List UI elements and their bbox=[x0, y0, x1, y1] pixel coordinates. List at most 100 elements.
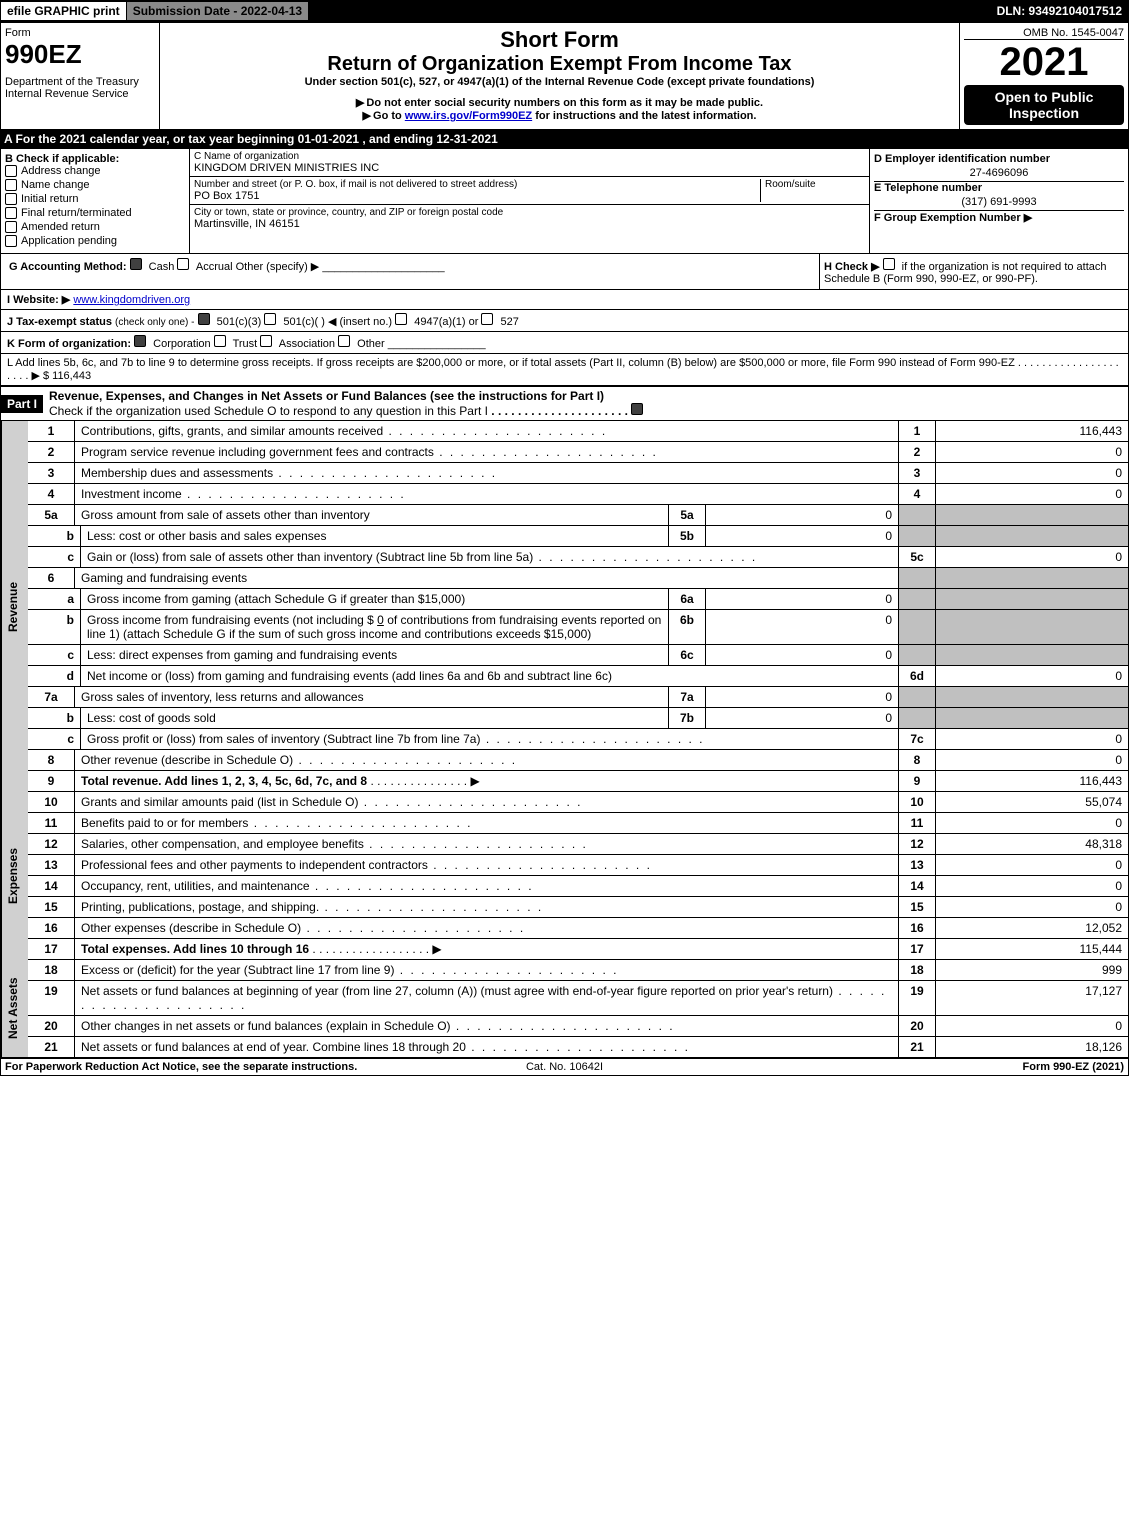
chk-app-pending[interactable]: Application pending bbox=[5, 235, 185, 247]
omb-label: OMB No. 1545-0047 bbox=[964, 27, 1124, 40]
line-1-desc: Contributions, gifts, grants, and simila… bbox=[75, 421, 898, 441]
row-g-h: G Accounting Method: Cash Accrual Other … bbox=[0, 254, 1129, 290]
note-ssn: Do not enter social security numbers on … bbox=[164, 96, 955, 109]
line-5c-val: 0 bbox=[936, 547, 1128, 567]
line-21-val: 18,126 bbox=[936, 1037, 1128, 1057]
chk-schedule-o[interactable] bbox=[631, 403, 643, 415]
line-4-desc: Investment income bbox=[75, 484, 898, 504]
phone-label: E Telephone number bbox=[874, 182, 1124, 194]
org-name-row: C Name of organization KINGDOM DRIVEN MI… bbox=[190, 149, 869, 177]
line-10-box: 10 bbox=[898, 792, 936, 812]
line-5b-subval: 0 bbox=[705, 526, 898, 546]
form-header: Form 990EZ Department of the Treasury In… bbox=[0, 22, 1129, 130]
line-5b-desc: Less: cost or other basis and sales expe… bbox=[81, 526, 668, 546]
chk-final-return[interactable]: Final return/terminated bbox=[5, 207, 185, 219]
line-i: I Website: ▶ www.kingdomdriven.org bbox=[0, 290, 1129, 310]
line-16: 16 Other expenses (describe in Schedule … bbox=[28, 918, 1128, 939]
chk-initial-return[interactable]: Initial return bbox=[5, 193, 185, 205]
open-public-badge: Open to Public Inspection bbox=[964, 85, 1124, 125]
line-6d: d Net income or (loss) from gaming and f… bbox=[28, 666, 1128, 687]
website-link[interactable]: www.kingdomdriven.org bbox=[73, 294, 190, 306]
line-17-val: 115,444 bbox=[936, 939, 1128, 959]
line-7c-desc: Gross profit or (loss) from sales of inv… bbox=[81, 729, 898, 749]
org-name: KINGDOM DRIVEN MINISTRIES INC bbox=[194, 162, 865, 174]
room-label: Room/suite bbox=[760, 179, 865, 202]
line-6b-desc: Gross income from fundraising events (no… bbox=[81, 610, 668, 644]
chk-app-pending-label: Application pending bbox=[21, 235, 117, 247]
chk-amended[interactable]: Amended return bbox=[5, 221, 185, 233]
line-3-val: 0 bbox=[936, 463, 1128, 483]
line-5a-subval: 0 bbox=[705, 505, 898, 525]
footer-center: Cat. No. 10642I bbox=[378, 1061, 751, 1073]
chk-501c-label: 501(c)( ) ◀ (insert no.) bbox=[283, 316, 392, 328]
line-14-box: 14 bbox=[898, 876, 936, 896]
line-13-desc: Professional fees and other payments to … bbox=[75, 855, 898, 875]
line-8-desc: Other revenue (describe in Schedule O) bbox=[75, 750, 898, 770]
line-4: 4 Investment income 4 0 bbox=[28, 484, 1128, 505]
line-3-no: 3 bbox=[28, 463, 75, 483]
line-9-box: 9 bbox=[898, 771, 936, 791]
chk-other[interactable] bbox=[338, 335, 350, 347]
line-5b-sub: 5b bbox=[668, 526, 705, 546]
line-7a-subval: 0 bbox=[705, 687, 898, 707]
chk-4947[interactable] bbox=[395, 313, 407, 325]
line-5c-no: c bbox=[28, 547, 81, 567]
chk-assoc[interactable] bbox=[260, 335, 272, 347]
line-15-val: 0 bbox=[936, 897, 1128, 917]
line-6c-shaded bbox=[898, 645, 936, 665]
phone-value: (317) 691-9993 bbox=[874, 194, 1124, 211]
chk-accrual[interactable] bbox=[177, 258, 189, 270]
line-g: G Accounting Method: Cash Accrual Other … bbox=[1, 254, 819, 289]
line-k: K Form of organization: Corporation Trus… bbox=[0, 332, 1129, 354]
line-h-label: H Check ▶ bbox=[824, 261, 880, 273]
col-c-org-info: C Name of organization KINGDOM DRIVEN MI… bbox=[190, 149, 870, 253]
line-6c-desc: Less: direct expenses from gaming and fu… bbox=[81, 645, 668, 665]
chk-corp[interactable] bbox=[134, 335, 146, 347]
chk-501c[interactable] bbox=[264, 313, 276, 325]
ein-label: D Employer identification number bbox=[874, 153, 1124, 165]
chk-cash[interactable] bbox=[130, 258, 142, 270]
col-b-checkboxes: B Check if applicable: Address change Na… bbox=[1, 149, 190, 253]
chk-other-label: Other bbox=[357, 338, 385, 350]
dln-label: DLN: 93492104017512 bbox=[991, 2, 1128, 20]
line-17: 17 Total expenses. Add lines 10 through … bbox=[28, 939, 1128, 960]
note-link: Go to www.irs.gov/Form990EZ for instruct… bbox=[164, 109, 955, 122]
line-5b-shaded-val bbox=[936, 526, 1128, 546]
city-row: City or town, state or province, country… bbox=[190, 205, 869, 232]
line-7b-no: b bbox=[28, 708, 81, 728]
line-7b-shaded-val bbox=[936, 708, 1128, 728]
chk-address-change-label: Address change bbox=[21, 165, 101, 177]
line-6b-subval: 0 bbox=[705, 610, 898, 644]
line-19-no: 19 bbox=[28, 981, 75, 1015]
part1-header: Part I Revenue, Expenses, and Changes in… bbox=[0, 386, 1129, 421]
chk-cash-label: Cash bbox=[149, 261, 175, 273]
line-5b-no: b bbox=[28, 526, 81, 546]
line-13: 13 Professional fees and other payments … bbox=[28, 855, 1128, 876]
chk-527[interactable] bbox=[481, 313, 493, 325]
chk-501c3[interactable] bbox=[198, 313, 210, 325]
line-l-text: L Add lines 5b, 6c, and 7b to line 9 to … bbox=[7, 357, 1015, 369]
subtitle: Under section 501(c), 527, or 4947(a)(1)… bbox=[164, 76, 955, 88]
line-j: J Tax-exempt status (check only one) - 5… bbox=[0, 310, 1129, 332]
efile-print-label[interactable]: efile GRAPHIC print bbox=[1, 2, 126, 20]
line-18-no: 18 bbox=[28, 960, 75, 980]
chk-trust[interactable] bbox=[214, 335, 226, 347]
chk-name-change[interactable]: Name change bbox=[5, 179, 185, 191]
irs-link[interactable]: www.irs.gov/Form990EZ bbox=[405, 110, 532, 122]
line-19-val: 17,127 bbox=[936, 981, 1128, 1015]
top-bar-spacer bbox=[309, 9, 990, 13]
chk-address-change[interactable]: Address change bbox=[5, 165, 185, 177]
line-7b: b Less: cost of goods sold 7b 0 bbox=[28, 708, 1128, 729]
line-8-box: 8 bbox=[898, 750, 936, 770]
line-j-label: J Tax-exempt status bbox=[7, 316, 112, 328]
chk-amended-label: Amended return bbox=[21, 221, 100, 233]
line-7c-box: 7c bbox=[898, 729, 936, 749]
chk-schedule-b[interactable] bbox=[883, 258, 895, 270]
line-4-no: 4 bbox=[28, 484, 75, 504]
line-12-val: 48,318 bbox=[936, 834, 1128, 854]
line-7c: c Gross profit or (loss) from sales of i… bbox=[28, 729, 1128, 750]
line-17-box: 17 bbox=[898, 939, 936, 959]
irs-label: Internal Revenue Service bbox=[5, 88, 155, 100]
line-2-desc: Program service revenue including govern… bbox=[75, 442, 898, 462]
section-b-label: B Check if applicable: bbox=[5, 153, 185, 165]
